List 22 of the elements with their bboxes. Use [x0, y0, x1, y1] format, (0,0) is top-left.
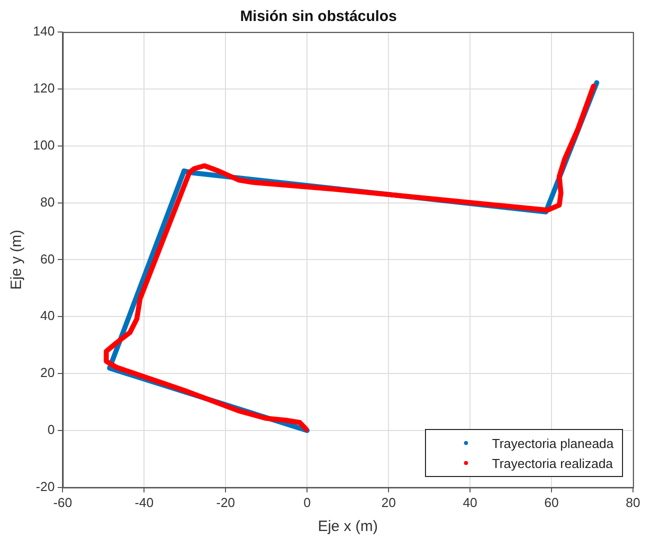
y-tick-label: 60: [40, 251, 55, 266]
y-tick-label: 120: [32, 80, 55, 96]
y-tick-label: 140: [32, 24, 55, 39]
y-axis-title: Eje y (m): [8, 230, 26, 290]
x-tick-label: 20: [381, 494, 396, 510]
x-tick-label: 60: [544, 494, 559, 510]
y-tick-label: 100: [32, 137, 55, 152]
y-tick-label: 20: [40, 365, 55, 380]
y-tick-label: 0: [47, 422, 55, 438]
x-tick-label: 0: [303, 494, 311, 510]
x-tick-label: 40: [462, 494, 478, 510]
chart-title: Misión sin obstáculos: [240, 8, 397, 26]
legend-label: Trayectoria planeada: [492, 436, 614, 451]
x-tick-label: -60: [53, 494, 72, 510]
x-tick-label: -20: [216, 494, 236, 510]
x-tick-label: -40: [134, 494, 154, 510]
y-tick-label: 80: [40, 194, 55, 210]
x-tick-label: 80: [626, 494, 640, 510]
legend-label: Trayectoria realizada: [492, 456, 613, 471]
y-tick-label: -20: [36, 478, 55, 494]
y-tick-label: 40: [40, 308, 55, 324]
x-axis-title: Eje x (m): [318, 518, 378, 536]
